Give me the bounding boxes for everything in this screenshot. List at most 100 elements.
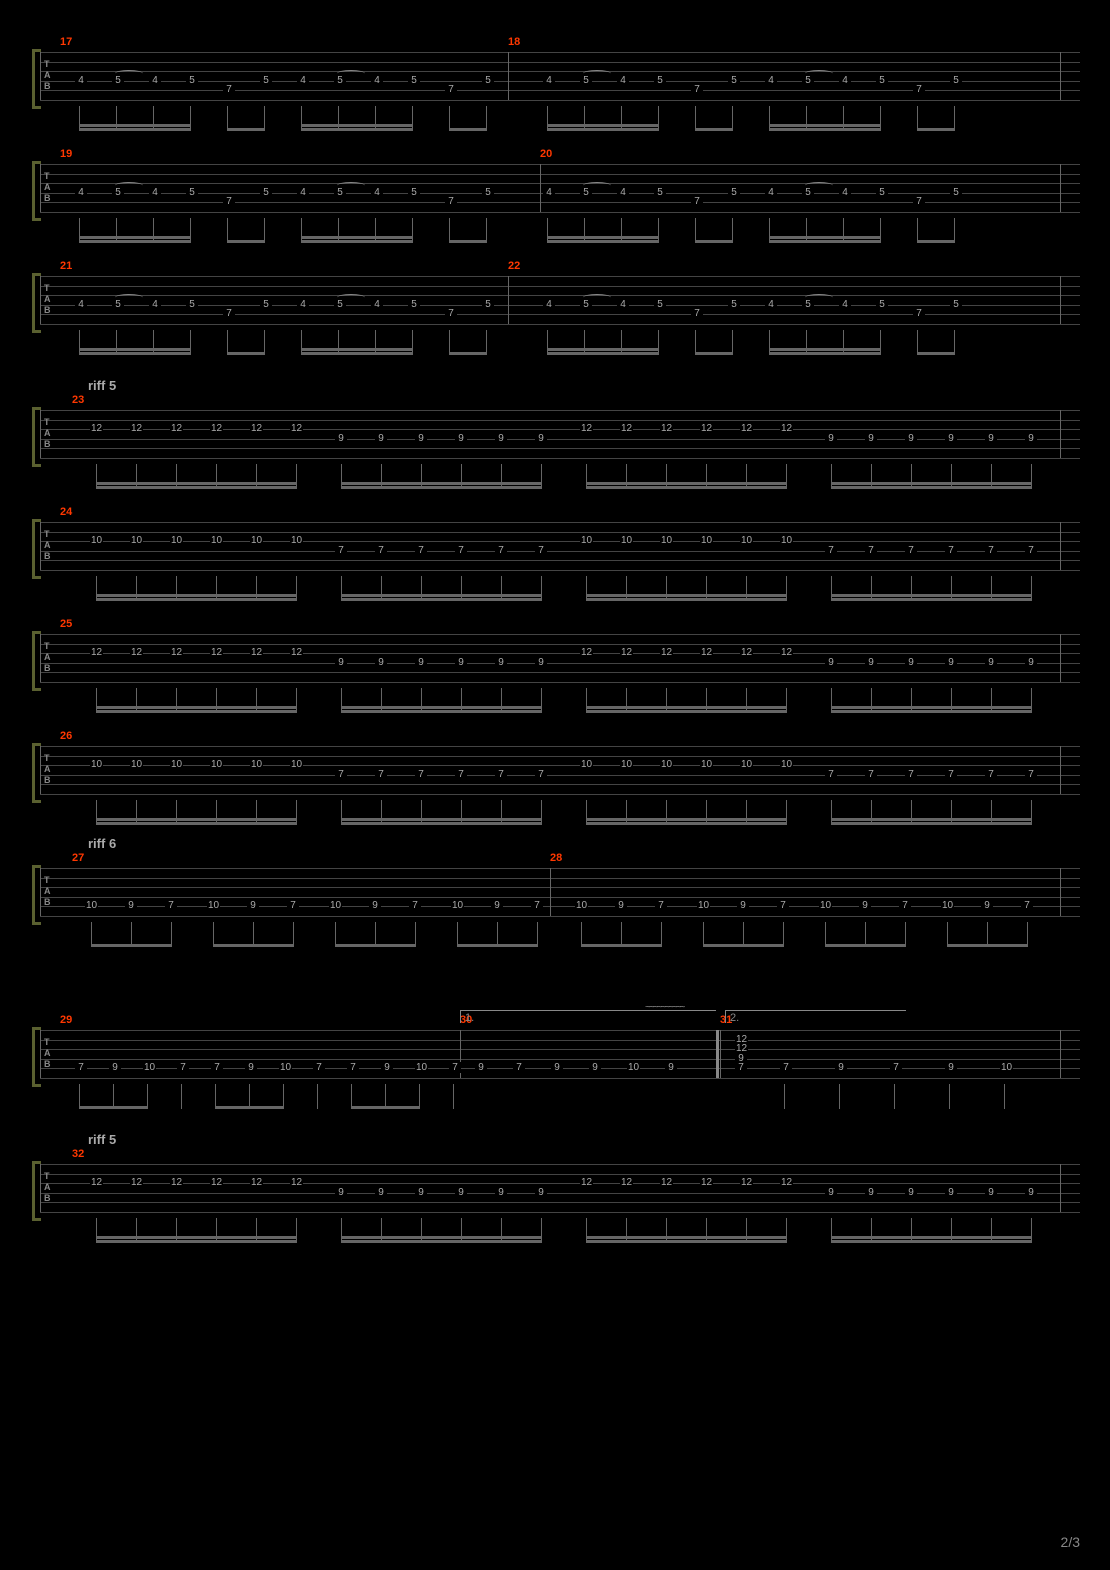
- tab-staff: TAB1920454575454575454575454575: [40, 164, 1080, 212]
- tab-letter: B: [44, 898, 51, 907]
- slur: [583, 294, 611, 301]
- fret-number: 12: [250, 1177, 263, 1188]
- fret-number: 7: [445, 196, 457, 207]
- fret-number: 9: [737, 900, 749, 911]
- tab-staff: TAB2610101010101077777710101010101077777…: [40, 746, 1080, 794]
- fret-number: 7: [75, 1062, 87, 1073]
- section-label: riff 5: [88, 1132, 116, 1147]
- fret-number: 12: [170, 647, 183, 658]
- fret-number: 9: [375, 1187, 387, 1198]
- section-label: riff 6: [88, 836, 116, 851]
- slur: [337, 182, 365, 189]
- fret-number: 7: [865, 545, 877, 556]
- fret-number: 9: [865, 1187, 877, 1198]
- barline: [1060, 164, 1061, 212]
- barline: [550, 868, 551, 916]
- fret-number: 7: [913, 84, 925, 95]
- fret-number: 7: [287, 900, 299, 911]
- tab-letter: T: [44, 418, 50, 427]
- fret-number: 12: [250, 647, 263, 658]
- measure-number: 22: [508, 260, 520, 272]
- measure-number: 26: [60, 730, 72, 742]
- tab-letter: B: [44, 82, 51, 91]
- tab-staff: TAB2512121212121299999912121212121299999…: [40, 634, 1080, 682]
- fret-number: 9: [905, 433, 917, 444]
- fret-number: 4: [543, 187, 555, 198]
- fret-number: 5: [728, 299, 740, 310]
- tab-letter: A: [44, 887, 51, 896]
- barline: [720, 1030, 721, 1078]
- barline: [1060, 1030, 1061, 1078]
- tab-letter: T: [44, 1172, 50, 1181]
- measure-number: 25: [60, 618, 72, 630]
- fret-number: 5: [186, 299, 198, 310]
- fret-number: 5: [482, 187, 494, 198]
- fret-number: 7: [165, 900, 177, 911]
- fret-number: 7: [223, 308, 235, 319]
- fret-number: 5: [408, 75, 420, 86]
- fret-number: 12: [780, 647, 793, 658]
- fret-number: 5: [654, 75, 666, 86]
- fret-number: 5: [260, 299, 272, 310]
- fret-number: 4: [371, 299, 383, 310]
- fret-number: 12: [130, 1177, 143, 1188]
- fret-number: 9: [455, 1187, 467, 1198]
- fret-number: 7: [335, 545, 347, 556]
- fret-number: 10: [143, 1062, 156, 1073]
- fret-number: 12: [290, 423, 303, 434]
- tab-staff: TAB2122454575454575454575454575: [40, 276, 1080, 324]
- fret-number: 7: [455, 545, 467, 556]
- measure-number: 29: [60, 1014, 72, 1026]
- fret-number: 9: [495, 657, 507, 668]
- fret-number: 9: [535, 1187, 547, 1198]
- measure-number: 21: [60, 260, 72, 272]
- barline: [540, 164, 541, 212]
- fret-number: 7: [347, 1062, 359, 1073]
- fret-number: 9: [491, 900, 503, 911]
- fret-number: 9: [945, 433, 957, 444]
- fret-number: 5: [482, 75, 494, 86]
- tab-letter: T: [44, 60, 50, 69]
- slur: [805, 70, 833, 77]
- tab-staff: TAB2930311.2.~~~~~~~~~~79107791077910797…: [40, 1030, 1080, 1078]
- fret-number: 12: [290, 1177, 303, 1188]
- tab-staff: TAB272810971097109710971097109710971097: [40, 868, 1080, 916]
- fret-number: 5: [950, 187, 962, 198]
- barline: [40, 634, 41, 682]
- fret-number: 10: [941, 900, 954, 911]
- fret-number: 7: [1021, 900, 1033, 911]
- fret-number: 10: [620, 759, 633, 770]
- fret-number: 5: [876, 75, 888, 86]
- fret-number: 9: [375, 657, 387, 668]
- fret-number: 9: [455, 433, 467, 444]
- section-label: riff 5: [88, 378, 116, 393]
- barline: [1060, 634, 1061, 682]
- fret-number: 7: [513, 1062, 525, 1073]
- fret-number: 10: [290, 535, 303, 546]
- fret-number: 12: [700, 647, 713, 658]
- fret-number: 7: [890, 1062, 902, 1073]
- fret-number: 4: [839, 299, 851, 310]
- fret-number: 5: [876, 299, 888, 310]
- fret-number: 12: [170, 1177, 183, 1188]
- fret-number: 7: [825, 769, 837, 780]
- barline: [1060, 522, 1061, 570]
- fret-number: 10: [170, 759, 183, 770]
- fret-number: 9: [985, 657, 997, 668]
- fret-number: 7: [415, 769, 427, 780]
- fret-number: 9: [495, 1187, 507, 1198]
- barline: [1060, 410, 1061, 458]
- barline: [508, 276, 509, 324]
- fret-number: 12: [740, 1177, 753, 1188]
- fret-number: 4: [149, 299, 161, 310]
- fret-number: 7: [905, 769, 917, 780]
- volta-bracket: [725, 1010, 906, 1023]
- barline: [40, 1164, 41, 1212]
- volta-label: 1.: [465, 1012, 474, 1024]
- fret-number: 7: [905, 545, 917, 556]
- fret-number: 10: [660, 535, 673, 546]
- fret-number: 12: [700, 1177, 713, 1188]
- fret-number: 7: [445, 84, 457, 95]
- barline: [1060, 1164, 1061, 1212]
- tab-letter: B: [44, 664, 51, 673]
